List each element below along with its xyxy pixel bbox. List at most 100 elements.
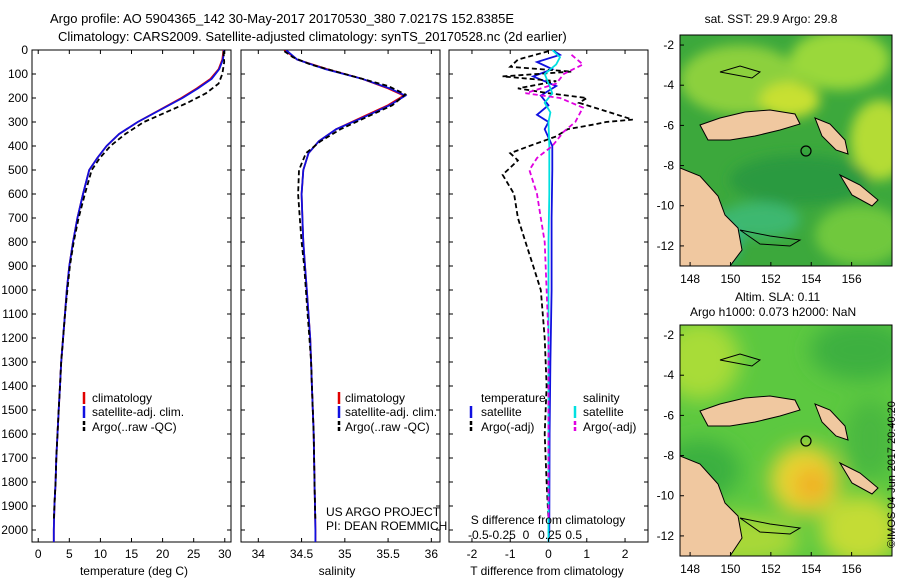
- sla-patch: [820, 495, 892, 556]
- x-tick-label: -1: [505, 547, 516, 561]
- sla-map-axes: 148 150 152 154 156 -2 -4 -6 -8 -10 -12: [657, 328, 862, 576]
- sst-patches: [680, 35, 892, 266]
- s-difference-x-label: S difference from climatology: [471, 513, 626, 527]
- depth-tick-label: 1400: [1, 379, 28, 393]
- depth-tick-label: 1600: [1, 427, 28, 441]
- map-y-tick-label: -4: [663, 368, 674, 382]
- depth-tick-label: 700: [8, 211, 28, 225]
- s-tick-label: -0.25: [488, 528, 516, 542]
- series-line-argo-raw-qc: [52, 51, 226, 521]
- header-title-line1: Argo profile: AO 5904365_142 30-May-2017…: [50, 11, 514, 26]
- x-tick-label: 2: [622, 547, 629, 561]
- map-y-tick-label: -10: [657, 199, 675, 213]
- map-x-tick-label: 150: [720, 562, 740, 576]
- map-x-tick-label: 148: [680, 272, 700, 286]
- depth-tick-label: 1700: [1, 451, 28, 465]
- x-tick-label: 25: [187, 547, 201, 561]
- depth-tick-label: 1800: [1, 475, 28, 489]
- sst-map-title: sat. SST: 29.9 Argo: 29.8: [705, 12, 838, 26]
- sla-patch: [680, 325, 740, 400]
- x-tick-label: 15: [125, 547, 139, 561]
- depth-tick-label: 900: [8, 259, 28, 273]
- depth-tick-label: 0: [21, 43, 28, 57]
- depth-tick-label: 1000: [1, 283, 28, 297]
- salinity-panel-frame: [240, 49, 441, 543]
- map-y-tick-label: -4: [663, 78, 674, 92]
- project-annotation: US ARGO PROJECT: [326, 505, 441, 519]
- x-tick-label: 34.5: [290, 547, 314, 561]
- temperature-x-label: temperature (deg C): [80, 564, 188, 578]
- series-line-climatology: [283, 50, 406, 542]
- map-y-tick-label: -2: [663, 328, 674, 342]
- map-y-tick-label: -8: [663, 159, 674, 173]
- legend-title-temperature: temperature: [481, 391, 546, 405]
- depth-tick-label: 1100: [2, 307, 28, 321]
- map-y-tick-label: -6: [663, 408, 674, 422]
- depth-tick-label: 1300: [1, 355, 28, 369]
- x-tick-label: 36: [425, 547, 439, 561]
- salinity-series-group: [283, 50, 408, 542]
- x-tick-label: 0: [545, 547, 552, 561]
- depth-tick-label: 800: [8, 235, 28, 249]
- depth-tick-label: 1200: [1, 331, 28, 345]
- map-x-tick-label: 156: [842, 272, 862, 286]
- depth-tick-label: 1900: [1, 499, 28, 513]
- series-line-satellite-adj-clim: [52, 50, 226, 542]
- map-x-tick-label: 152: [761, 562, 781, 576]
- map-x-tick-label: 152: [761, 272, 781, 286]
- sst-patch: [720, 202, 800, 238]
- series-line-temperature-satellite: [530, 50, 563, 542]
- sst-patch: [790, 35, 890, 90]
- map-y-tick-label: -8: [663, 449, 674, 463]
- salinity-x-label: salinity: [319, 564, 356, 578]
- depth-tick-label: 2000: [1, 523, 28, 537]
- x-tick-label: 10: [94, 547, 108, 561]
- map-y-tick-label: -12: [657, 239, 675, 253]
- header-title-line2: Climatology: CARS2009. Satellite-adjuste…: [58, 29, 567, 44]
- sla-map-title-line1: Altim. SLA: 0.11: [735, 290, 820, 304]
- x-tick-label: 35: [338, 547, 352, 561]
- t-difference-x-axis: -2 -1 0 1 2: [467, 50, 629, 561]
- bougainville-land: [814, 403, 849, 441]
- solomon-islands-land: [838, 461, 879, 495]
- map-x-tick-label: 150: [720, 272, 740, 286]
- pi-annotation: PI: DEAN ROEMMICH: [326, 519, 447, 533]
- argo-location-marker: [800, 435, 812, 447]
- sst-patch: [815, 205, 892, 265]
- depth-tick-label: 200: [8, 91, 28, 105]
- temperature-series-group: [52, 50, 226, 542]
- legend-label-argo: Argo(..raw -QC): [92, 420, 177, 434]
- sst-map-axes: 148 150 152 154 156 -2 -4 -6 -8 -10 -12: [657, 38, 862, 286]
- series-line-satellite-adj-clim: [285, 50, 408, 542]
- depth-tick-label: 500: [8, 163, 28, 177]
- s-tick-label: 0.25: [538, 528, 562, 542]
- new-guinea-land: [680, 455, 743, 556]
- temperature-panel-frame: [31, 49, 232, 543]
- new-britain-land: [699, 109, 801, 141]
- s-tick-label: 0: [523, 528, 530, 542]
- legend-label-s-satellite: satellite: [583, 405, 624, 419]
- new-guinea-land: [680, 167, 743, 266]
- sst-patch: [760, 82, 820, 118]
- legend-label-satellite: satellite-adj. clim.: [345, 405, 437, 419]
- depth-tick-label: 600: [8, 187, 28, 201]
- s-difference-x-axis: -0.5 -0.25 0 0.25 0.5: [468, 528, 582, 542]
- depth-tick-label: 1500: [1, 403, 28, 417]
- argo-location-marker: [800, 145, 812, 157]
- legend-label-s-argo: Argo(-adj): [583, 420, 636, 434]
- sla-patch: [794, 467, 830, 503]
- series-line-salinity-argo-adj: [525, 54, 585, 521]
- t-difference-x-label: T difference from climatology: [470, 564, 624, 578]
- map-x-tick-label: 156: [842, 562, 862, 576]
- new-britain-land: [699, 395, 801, 427]
- sst-patch: [730, 155, 870, 205]
- coastline: [739, 517, 802, 535]
- sla-patch: [810, 325, 892, 380]
- salinity-legend: climatology satellite-adj. clim. Argo(..…: [337, 391, 437, 434]
- x-tick-label: 30: [218, 547, 232, 561]
- series-line-argo-raw-qc: [283, 50, 408, 521]
- salinity-x-axis: 34 34.5 35 35.5 36: [252, 50, 439, 561]
- legend-label-t-argo: Argo(-adj): [481, 420, 534, 434]
- depth-tick-label: 100: [8, 67, 28, 81]
- solomon-islands-land: [838, 173, 879, 207]
